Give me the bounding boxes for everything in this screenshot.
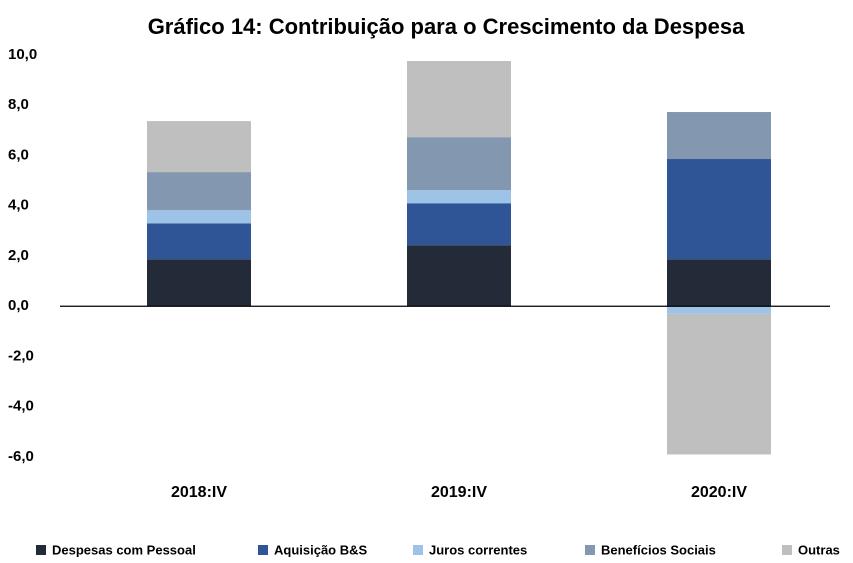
bar-segment — [407, 203, 511, 246]
y-tick-label: 0,0 — [8, 297, 29, 314]
bar-segment — [147, 223, 251, 260]
bar-segment — [667, 313, 771, 455]
legend-label: Juros correntes — [429, 542, 527, 557]
y-tick-label: -2,0 — [8, 347, 34, 364]
bar-segment — [667, 112, 771, 160]
y-tick-label: 10,0 — [8, 46, 37, 63]
bar-segment — [147, 259, 251, 307]
y-tick-label: 4,0 — [8, 197, 29, 214]
legend-swatch — [782, 545, 792, 555]
legend-label: Outras — [798, 542, 840, 557]
bar-segment — [147, 172, 251, 211]
y-tick-label: -4,0 — [8, 398, 34, 415]
legend-label: Aquisição B&S — [274, 542, 368, 557]
x-tick-label: 2019:IV — [431, 484, 487, 501]
legend-swatch — [585, 545, 595, 555]
chart-title: Gráfico 14: Contribuição para o Crescime… — [148, 14, 745, 39]
bar-segment — [407, 137, 511, 191]
bar-segment — [147, 121, 251, 173]
legend-swatch — [413, 545, 423, 555]
y-tick-label: 8,0 — [8, 96, 29, 113]
bar-segment — [667, 259, 771, 307]
y-tick-label: 6,0 — [8, 146, 29, 163]
x-tick-label: 2018:IV — [171, 484, 227, 501]
legend-label: Despesas com Pessoal — [52, 542, 196, 557]
bar-segment — [407, 61, 511, 138]
bar-segment — [667, 159, 771, 260]
bar-segment — [147, 210, 251, 224]
x-tick-label: 2020:IV — [691, 484, 747, 501]
bar-segment — [667, 306, 771, 314]
legend-swatch — [258, 545, 268, 555]
legend-label: Benefícios Sociais — [601, 542, 716, 557]
y-tick-label: -6,0 — [8, 448, 34, 465]
bar-segment — [407, 245, 511, 307]
bar-segment — [407, 190, 511, 204]
y-tick-label: 2,0 — [8, 247, 29, 264]
legend-swatch — [36, 545, 46, 555]
